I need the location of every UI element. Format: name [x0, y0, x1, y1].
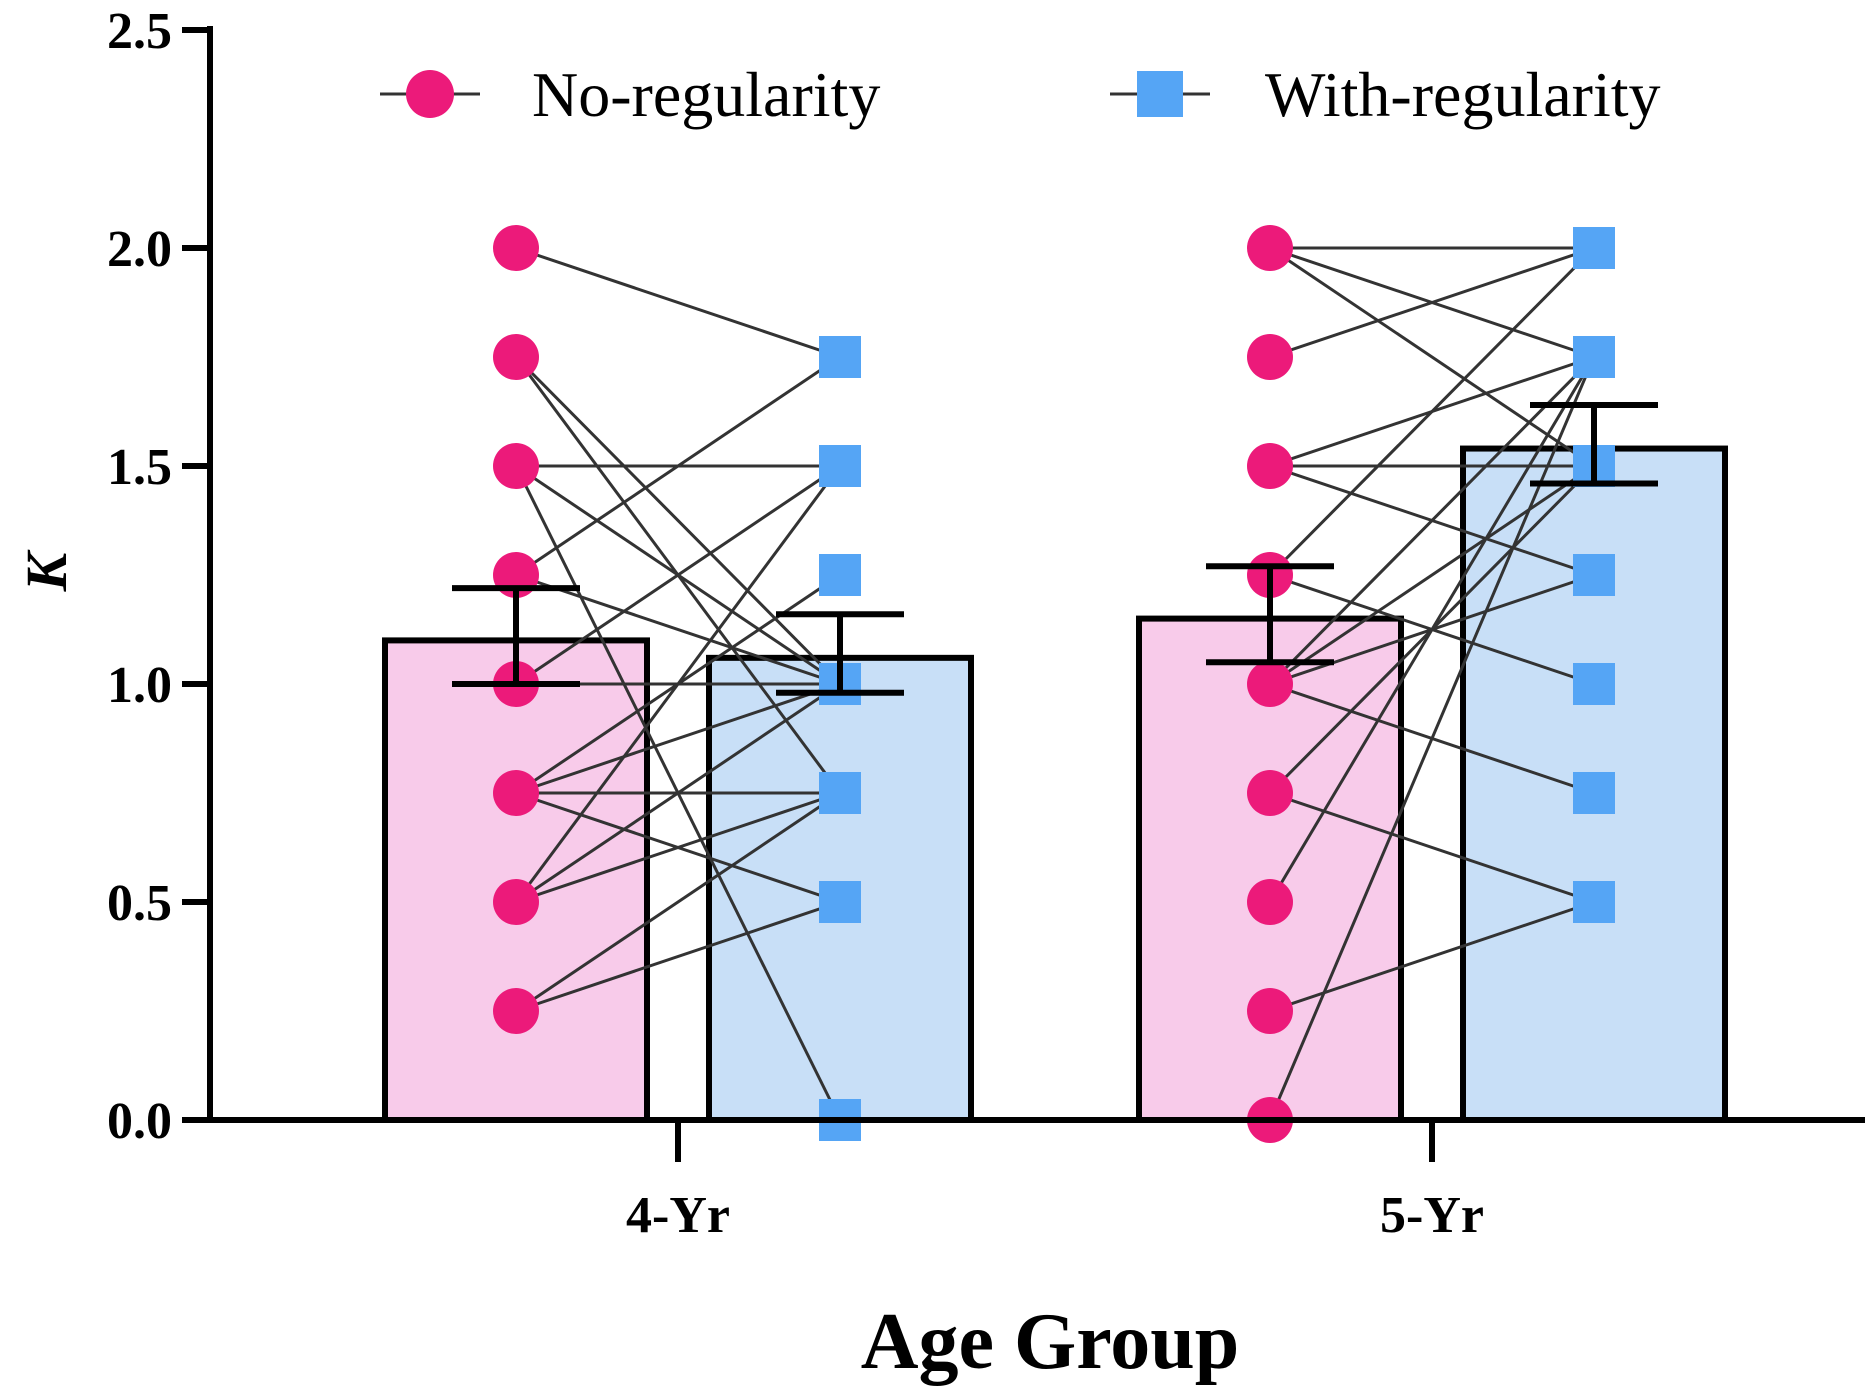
- point-no-regularity-5-Yr: [1247, 988, 1293, 1034]
- pair-line-4-Yr: [515, 682, 841, 795]
- point-no-regularity-4-Yr: [493, 879, 539, 925]
- point-no-regularity-4-Yr: [493, 225, 539, 271]
- point-no-regularity-4-Yr: [493, 443, 539, 489]
- point-no-regularity-5-Yr: [1247, 334, 1293, 380]
- x-axis-title: Age Group: [861, 1298, 1240, 1386]
- legend-label-with-regularity: With-regularity: [1265, 59, 1661, 130]
- point-with-regularity-5-Yr: [1573, 554, 1615, 596]
- point-with-regularity-4-Yr: [819, 881, 861, 923]
- pair-line-4-Yr: [515, 682, 841, 904]
- point-with-regularity-4-Yr: [819, 336, 861, 378]
- pair-line-5-Yr: [1269, 464, 1595, 686]
- point-no-regularity-4-Yr: [493, 334, 539, 380]
- y-tick-label: 0.5: [107, 875, 172, 932]
- point-no-regularity-4-Yr: [493, 770, 539, 816]
- pair-line-5-Yr: [1268, 246, 1596, 577]
- point-no-regularity-5-Yr: [1247, 443, 1293, 489]
- pair-line-4-Yr: [515, 791, 841, 1013]
- pair-line-4-Yr: [515, 900, 841, 1013]
- point-no-regularity-4-Yr: [493, 988, 539, 1034]
- point-with-regularity-5-Yr: [1573, 227, 1615, 269]
- point-no-regularity-5-Yr: [1247, 879, 1293, 925]
- error-bars-layer: [452, 401, 1658, 696]
- paired-lines-layer: [514, 246, 1596, 1121]
- pair-line-4-Yr: [515, 573, 841, 686]
- points-layer: [493, 225, 1615, 1143]
- point-no-regularity-5-Yr: [1247, 225, 1293, 271]
- point-with-regularity-5-Yr: [1573, 663, 1615, 705]
- pair-line-5-Yr: [1269, 246, 1595, 359]
- y-tick-label: 1.5: [107, 439, 172, 496]
- point-with-regularity-5-Yr: [1573, 772, 1615, 814]
- point-with-regularity-4-Yr: [819, 554, 861, 596]
- y-tick-label: 1.0: [107, 657, 172, 714]
- pair-line-4-Yr: [514, 465, 842, 903]
- y-tick-label: 2.5: [107, 3, 172, 60]
- point-with-regularity-5-Yr: [1573, 881, 1615, 923]
- pair-line-5-Yr: [1269, 246, 1595, 468]
- x-tick-label: 5-Yr: [1380, 1187, 1484, 1244]
- x-tick-label: 4-Yr: [626, 1187, 730, 1244]
- pair-line-4-Yr: [515, 464, 841, 686]
- y-tick-label: 2.0: [107, 221, 172, 278]
- legend-label-no-regularity: No-regularity: [532, 59, 880, 130]
- axes-layer: [207, 26, 1865, 1123]
- y-axis-title: K: [14, 549, 79, 592]
- point-with-regularity-4-Yr: [819, 772, 861, 814]
- y-tick-label: 0.0: [107, 1093, 172, 1150]
- legend: No-regularity With-regularity: [380, 59, 1661, 130]
- bars-layer: [382, 445, 1728, 1124]
- pair-line-5-Yr: [1268, 355, 1596, 686]
- pair-line-4-Yr: [514, 355, 842, 686]
- pair-line-4-Yr: [515, 355, 841, 577]
- point-with-regularity-4-Yr: [819, 445, 861, 487]
- pair-line-4-Yr: [515, 246, 841, 359]
- pair-line-5-Yr: [1269, 573, 1595, 686]
- legend-marker-no-regularity: [406, 70, 454, 118]
- point-with-regularity-5-Yr: [1573, 336, 1615, 378]
- pair-line-4-Yr: [515, 791, 841, 904]
- ticks-layer: 4-Yr 5-Yr 0.0 0.5 1.0 1.5 2.0 2.5: [107, 3, 1484, 1244]
- legend-marker-with-regularity: [1137, 71, 1183, 117]
- point-no-regularity-5-Yr: [1247, 770, 1293, 816]
- point-no-regularity-5-Yr: [1247, 661, 1293, 707]
